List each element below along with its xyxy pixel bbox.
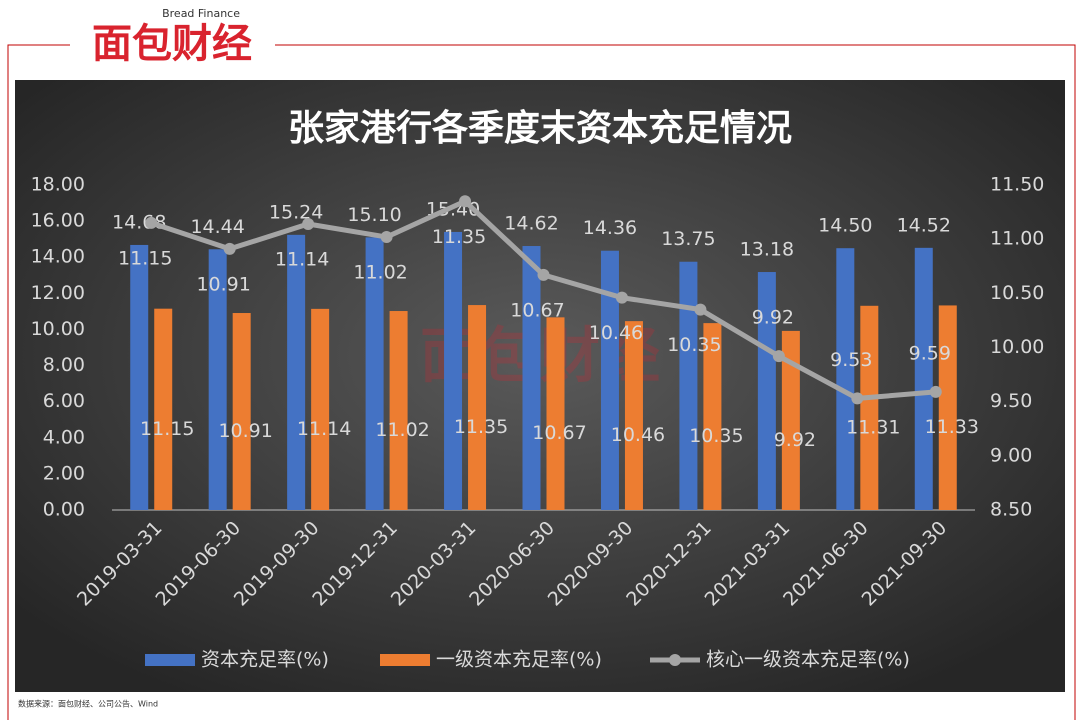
data-label: 13.18	[740, 239, 794, 261]
y2-tick-label: 10.50	[990, 282, 1044, 304]
bar	[836, 248, 855, 510]
bar	[860, 305, 879, 510]
line-point	[145, 216, 158, 229]
y-tick-label: 6.00	[43, 390, 85, 412]
bar	[624, 321, 643, 510]
bar	[208, 249, 227, 510]
legend-swatch	[669, 654, 681, 666]
data-label: 9.53	[830, 349, 872, 371]
legend-label: 资本充足率(%)	[201, 649, 329, 671]
bar	[389, 311, 408, 510]
data-label: 11.14	[297, 418, 351, 440]
bar	[365, 237, 384, 510]
data-label: 11.02	[375, 419, 429, 441]
bar	[232, 313, 251, 510]
data-label: 10.35	[667, 334, 721, 356]
bar	[781, 330, 800, 510]
y-tick-label: 18.00	[31, 174, 85, 196]
y2-tick-label: 9.50	[990, 390, 1032, 412]
bar	[938, 305, 957, 510]
data-label: 14.68	[112, 211, 166, 233]
legend-label: 核心一级资本充足率(%)	[706, 649, 910, 671]
data-label: 11.35	[454, 416, 508, 438]
bar	[287, 234, 306, 511]
bar	[311, 308, 330, 510]
y-tick-label: 16.00	[31, 210, 85, 232]
y2-tick-label: 9.00	[990, 444, 1032, 466]
data-label: 9.59	[909, 342, 951, 364]
bar	[679, 261, 698, 510]
data-label: 9.92	[752, 307, 794, 329]
line-point	[223, 242, 236, 255]
line-point	[380, 231, 393, 243]
bar	[522, 246, 541, 510]
data-label: 11.35	[432, 226, 486, 248]
y2-tick-label: 10.00	[990, 336, 1044, 358]
data-label: 11.02	[353, 262, 407, 284]
data-label: 10.91	[218, 420, 272, 442]
y-tick-label: 0.00	[43, 499, 85, 521]
logo: 面包财经	[92, 21, 252, 67]
bar	[600, 250, 619, 510]
source: 数据来源：面包财经、公司公告、Wind	[18, 699, 158, 709]
data-label: 14.36	[583, 217, 637, 239]
line-point	[851, 392, 864, 405]
legend-label: 一级资本充足率(%)	[436, 649, 602, 671]
line-point	[615, 291, 628, 304]
bar	[546, 317, 565, 510]
bar	[757, 272, 776, 510]
y-tick-label: 2.00	[43, 462, 85, 484]
bar	[703, 323, 722, 510]
legend-swatch	[145, 654, 195, 666]
data-label: 15.10	[347, 204, 401, 226]
bar	[914, 247, 933, 511]
frame	[7, 44, 70, 720]
y2-tick-label: 11.00	[990, 228, 1044, 250]
data-label: 15.24	[269, 201, 323, 223]
logo-english: Bread Finance	[162, 7, 240, 20]
bar	[130, 244, 149, 510]
y-tick-label: 10.00	[31, 318, 85, 340]
data-label: 11.33	[925, 416, 979, 438]
data-label: 11.15	[118, 247, 172, 269]
data-label: 11.14	[275, 249, 329, 271]
data-label: 11.15	[140, 418, 194, 440]
bar	[468, 305, 487, 510]
data-label: 10.67	[532, 422, 586, 444]
y2-tick-label: 11.50	[990, 174, 1044, 196]
data-label: 10.46	[589, 322, 643, 344]
data-label: 10.35	[689, 425, 743, 447]
frame	[275, 44, 1076, 720]
data-label: 14.50	[818, 215, 872, 237]
y-tick-label: 8.00	[43, 354, 85, 376]
data-label: 14.52	[897, 214, 951, 236]
line-point	[537, 268, 550, 281]
line-point	[772, 350, 785, 363]
data-label: 11.31	[846, 416, 900, 438]
y-tick-label: 14.00	[31, 246, 85, 268]
data-label: 13.75	[661, 228, 715, 250]
bar	[154, 308, 173, 510]
legend-swatch	[380, 654, 430, 666]
line-point	[459, 195, 472, 208]
line-point	[302, 218, 315, 230]
line-point	[929, 385, 942, 398]
data-label: 14.44	[190, 216, 244, 238]
data-label: 10.67	[510, 299, 564, 321]
y-tick-label: 4.00	[43, 426, 85, 448]
y-tick-label: 12.00	[31, 282, 85, 304]
bar	[444, 231, 463, 510]
data-label: 10.91	[196, 273, 250, 295]
chart-title: 张家港行各季度末资本充足情况	[288, 108, 792, 149]
line-point	[694, 303, 707, 316]
data-label: 10.46	[611, 424, 665, 446]
data-label: 14.62	[504, 213, 558, 235]
data-label: 9.92	[774, 429, 816, 451]
y2-tick-label: 8.50	[990, 499, 1032, 521]
